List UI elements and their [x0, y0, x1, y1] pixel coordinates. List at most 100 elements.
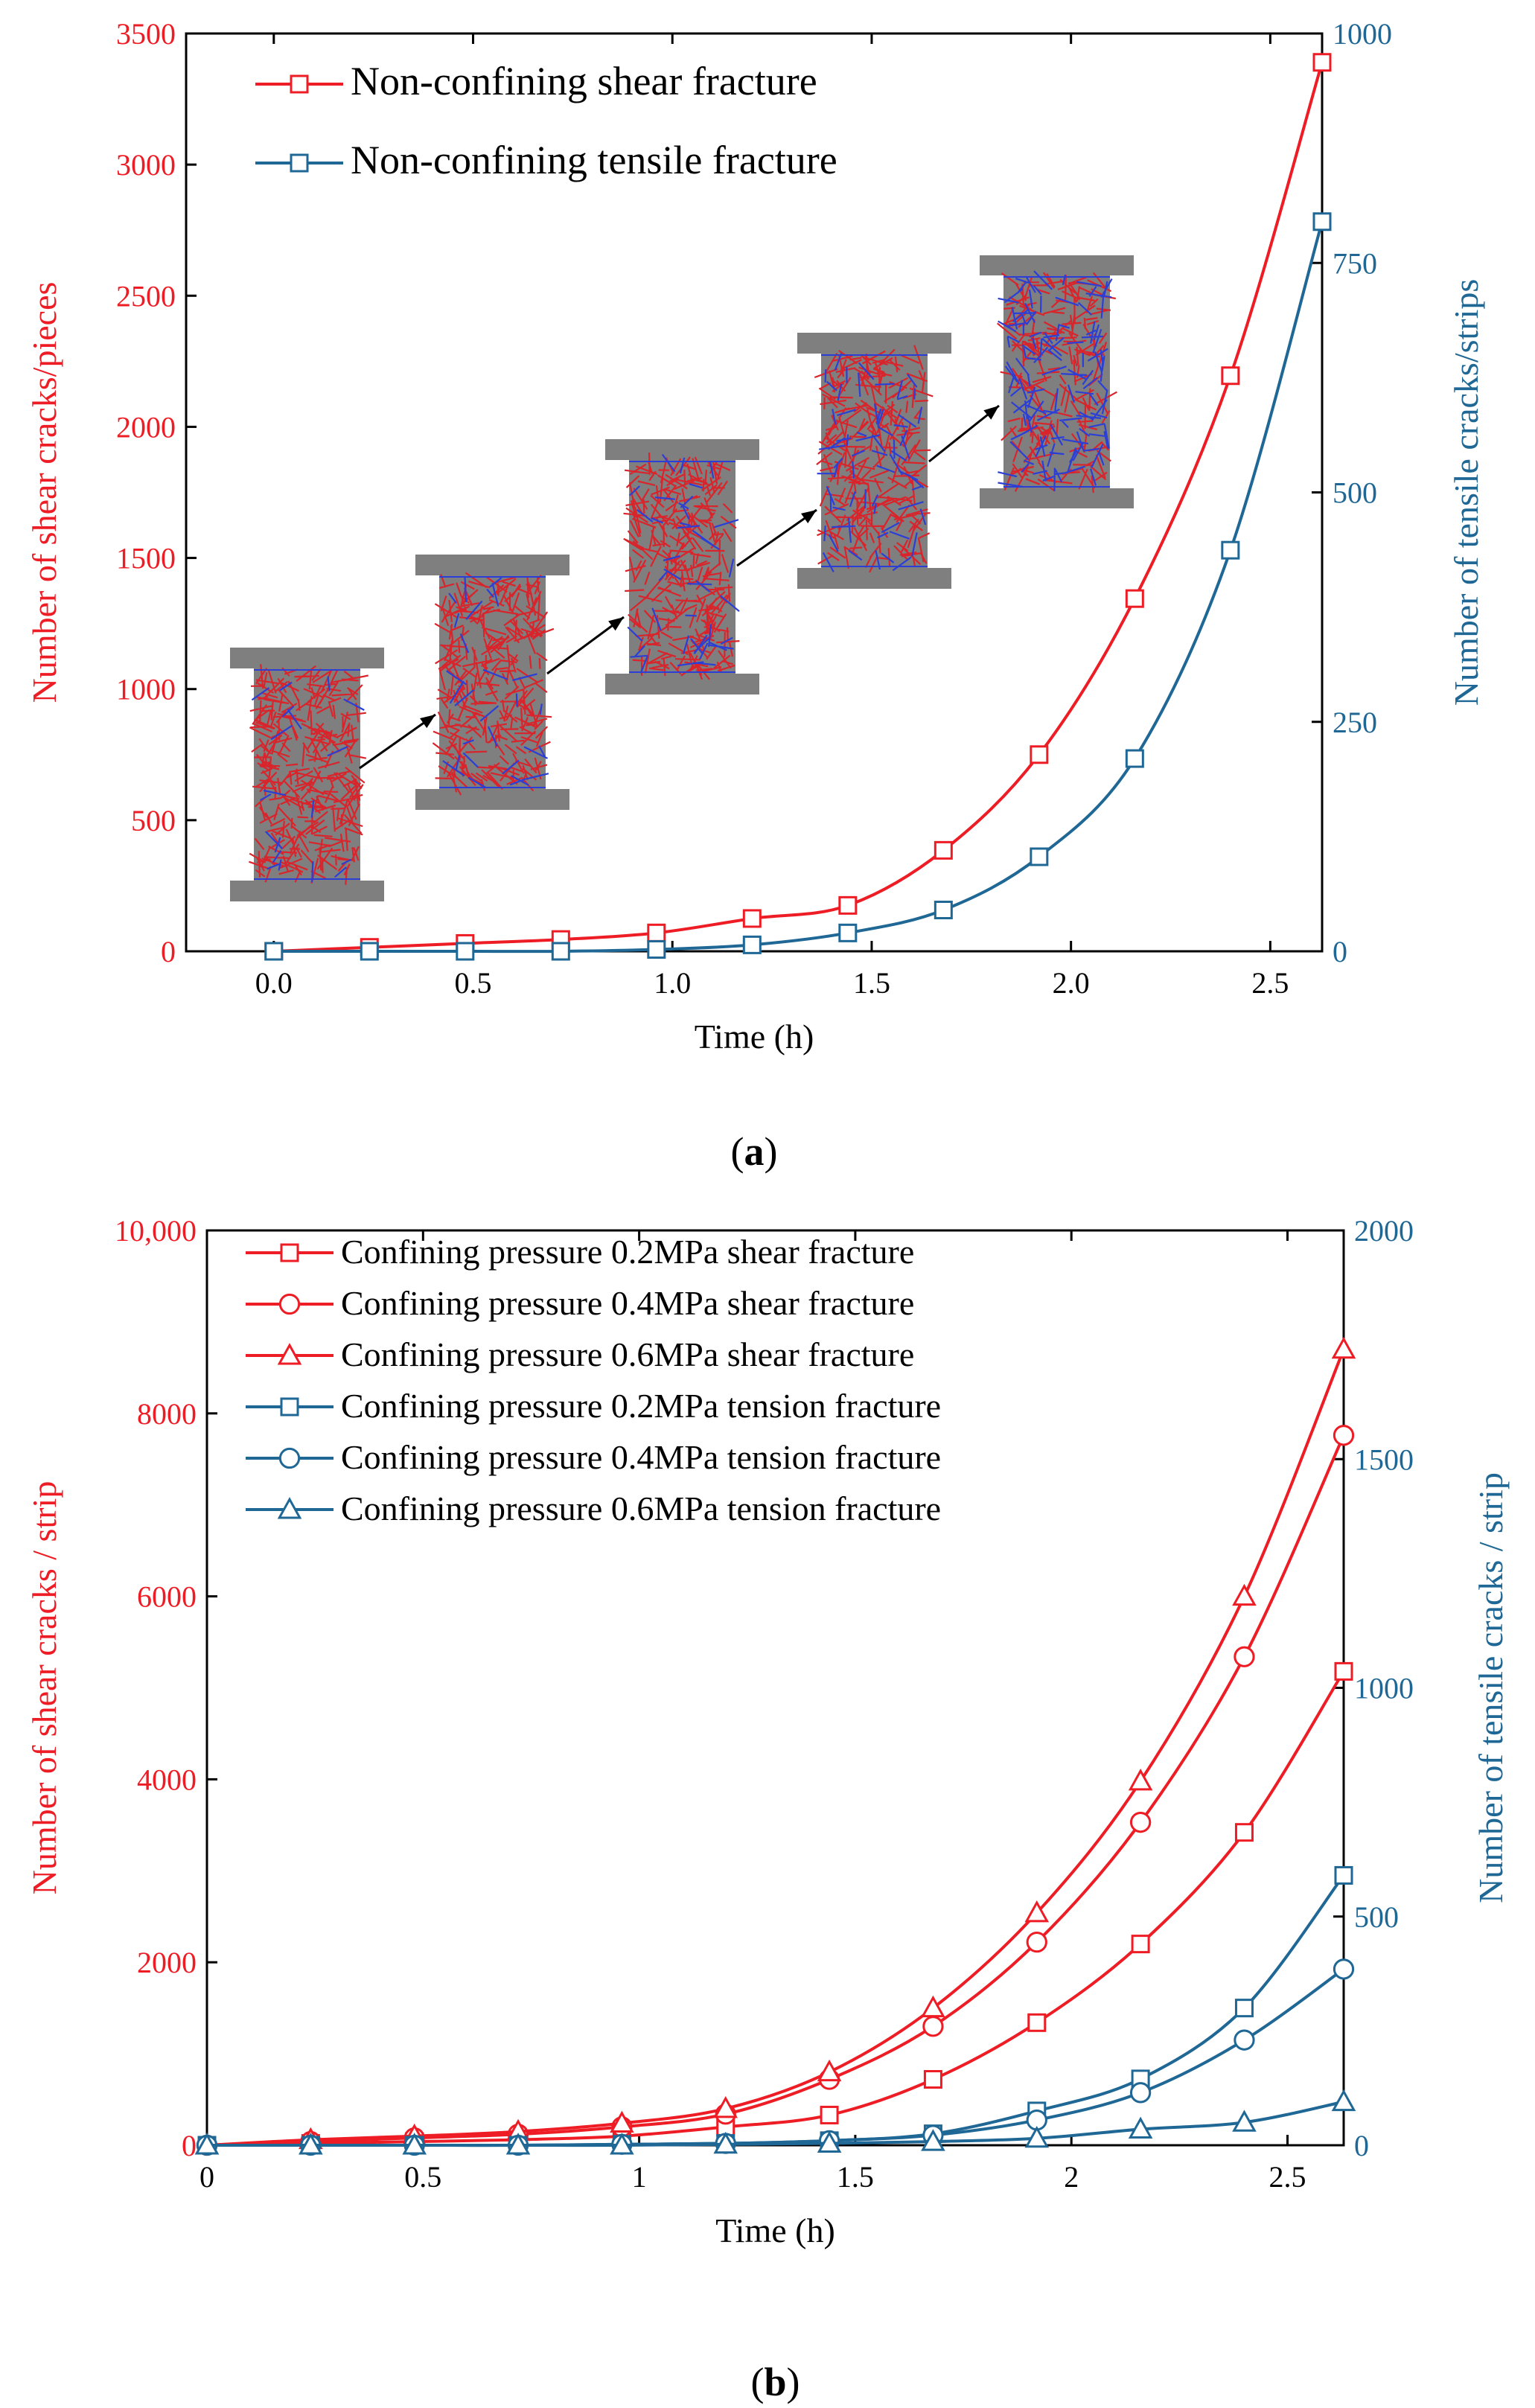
y2-tick-label: 500	[1354, 1900, 1399, 1934]
y-axis-title: Number of shear cracks/pieces	[25, 282, 63, 703]
data-point	[934, 840, 953, 860]
specimen	[797, 333, 951, 589]
tensile-crack-pattern	[251, 676, 365, 883]
data-point	[1234, 2029, 1255, 2051]
y2-tick-label: 1500	[1354, 1443, 1414, 1476]
data-point	[264, 942, 284, 961]
data-point	[742, 909, 762, 928]
series-line	[207, 2100, 1344, 2147]
data-point	[922, 2016, 944, 2037]
y-tick-label: 500	[131, 804, 176, 837]
panel-label-letter: a	[744, 1129, 765, 1174]
data-point	[1333, 1958, 1355, 1980]
data-point	[647, 923, 666, 942]
specimen-bottom-plate	[605, 674, 759, 694]
data-point	[1129, 2082, 1152, 2104]
x-tick-label: 2	[1064, 2160, 1079, 2194]
data-point	[820, 2105, 839, 2124]
legend-label: Confining pressure 0.6MPa tension fractu…	[341, 1489, 941, 1527]
y2-tick-label: 1000	[1354, 1672, 1414, 1705]
arrow-line	[359, 713, 436, 770]
y-axis-title: Number of shear cracks / strip	[25, 1481, 63, 1895]
panel-a: 0.0 0.5 1.0 1.5 2.0 2.50500100015002000250030…	[25, 17, 1485, 1174]
legend-marker	[290, 153, 309, 173]
y2-tick-label: 0	[1333, 935, 1347, 968]
legend-marker	[278, 1447, 301, 1469]
data-point	[1030, 847, 1049, 866]
data-point	[1024, 2125, 1050, 2148]
y2-axis-title: Number of tensile cracks/strips	[1447, 279, 1485, 706]
x-tick-label: 2.0	[1053, 966, 1090, 1000]
data-point	[610, 2110, 634, 2133]
data-point	[1027, 2013, 1047, 2032]
shear-crack-pattern	[249, 664, 368, 885]
y-tick-label: 10,000	[115, 1214, 197, 1248]
y-tick-label: 0	[161, 935, 176, 968]
specimen-inset	[230, 255, 1134, 901]
x-tick-label: 2.5	[1251, 966, 1289, 1000]
specimen-bottom-plate	[230, 881, 384, 901]
specimen	[980, 255, 1134, 508]
y-tick-label: 2000	[137, 1946, 197, 1979]
legend-marker	[290, 74, 309, 94]
legend-label: Confining pressure 0.4MPa tension fractu…	[341, 1438, 941, 1476]
data-point	[1125, 749, 1144, 768]
data-point	[713, 2096, 738, 2118]
arrow-head	[420, 715, 435, 729]
y-tick-label: 1500	[116, 542, 176, 575]
arrow-head	[801, 510, 817, 524]
y-tick-label: 8000	[137, 1397, 197, 1431]
data-point	[1221, 540, 1240, 560]
data-point	[1232, 2110, 1257, 2132]
data-point	[360, 942, 379, 961]
legend-marker	[277, 1497, 302, 1519]
data-point	[647, 940, 666, 959]
data-point	[1331, 2089, 1356, 2112]
x-axis-title: Time (h)	[715, 2211, 835, 2249]
data-point	[921, 2129, 945, 2151]
data-point	[1334, 1865, 1353, 1885]
data-point	[817, 2059, 842, 2082]
y2-tick-label: 500	[1333, 476, 1377, 510]
data-point	[1128, 2116, 1153, 2139]
x-axis-title: Time (h)	[695, 1018, 814, 1056]
series-line	[273, 62, 1324, 953]
y2-tick-label: 250	[1333, 706, 1377, 739]
data-point	[1026, 1932, 1047, 1953]
y-tick-label: 1000	[116, 673, 176, 706]
specimen	[230, 648, 384, 901]
data-point	[934, 901, 953, 920]
data-point	[402, 2133, 427, 2155]
data-point	[505, 2133, 531, 2155]
specimen-top-plate	[980, 255, 1134, 275]
x-tick-label: 1.5	[853, 966, 890, 1000]
y-tick-label: 3000	[116, 148, 176, 182]
specimen-top-plate	[605, 439, 759, 460]
data-point	[1128, 1769, 1153, 1791]
x-tick-label: 2.5	[1269, 2160, 1306, 2194]
legend-label: Confining pressure 0.4MPa shear fracture	[341, 1284, 914, 1322]
data-point	[1221, 366, 1240, 386]
y2-tick-label: 1000	[1333, 17, 1392, 51]
data-point	[742, 935, 762, 954]
series-line	[207, 1967, 1345, 2147]
specimen-top-plate	[797, 333, 951, 354]
y-tick-label: 3500	[116, 17, 176, 51]
data-point	[838, 895, 858, 915]
arrow-head	[983, 406, 999, 420]
arrow-line	[928, 404, 1000, 463]
shear-crack-pattern	[432, 572, 555, 796]
y-tick-label: 0	[182, 2129, 197, 2162]
data-point	[1331, 1336, 1356, 1359]
data-point	[1234, 1823, 1254, 1842]
data-point	[838, 923, 858, 942]
x-tick-label: 1.5	[837, 2160, 874, 2194]
data-point	[1334, 1661, 1353, 1681]
data-point	[456, 942, 475, 961]
specimen-bottom-plate	[415, 789, 569, 810]
data-point	[1312, 53, 1332, 72]
series-line	[206, 1670, 1345, 2147]
data-point	[610, 2133, 634, 2155]
data-point	[1232, 1583, 1257, 1606]
